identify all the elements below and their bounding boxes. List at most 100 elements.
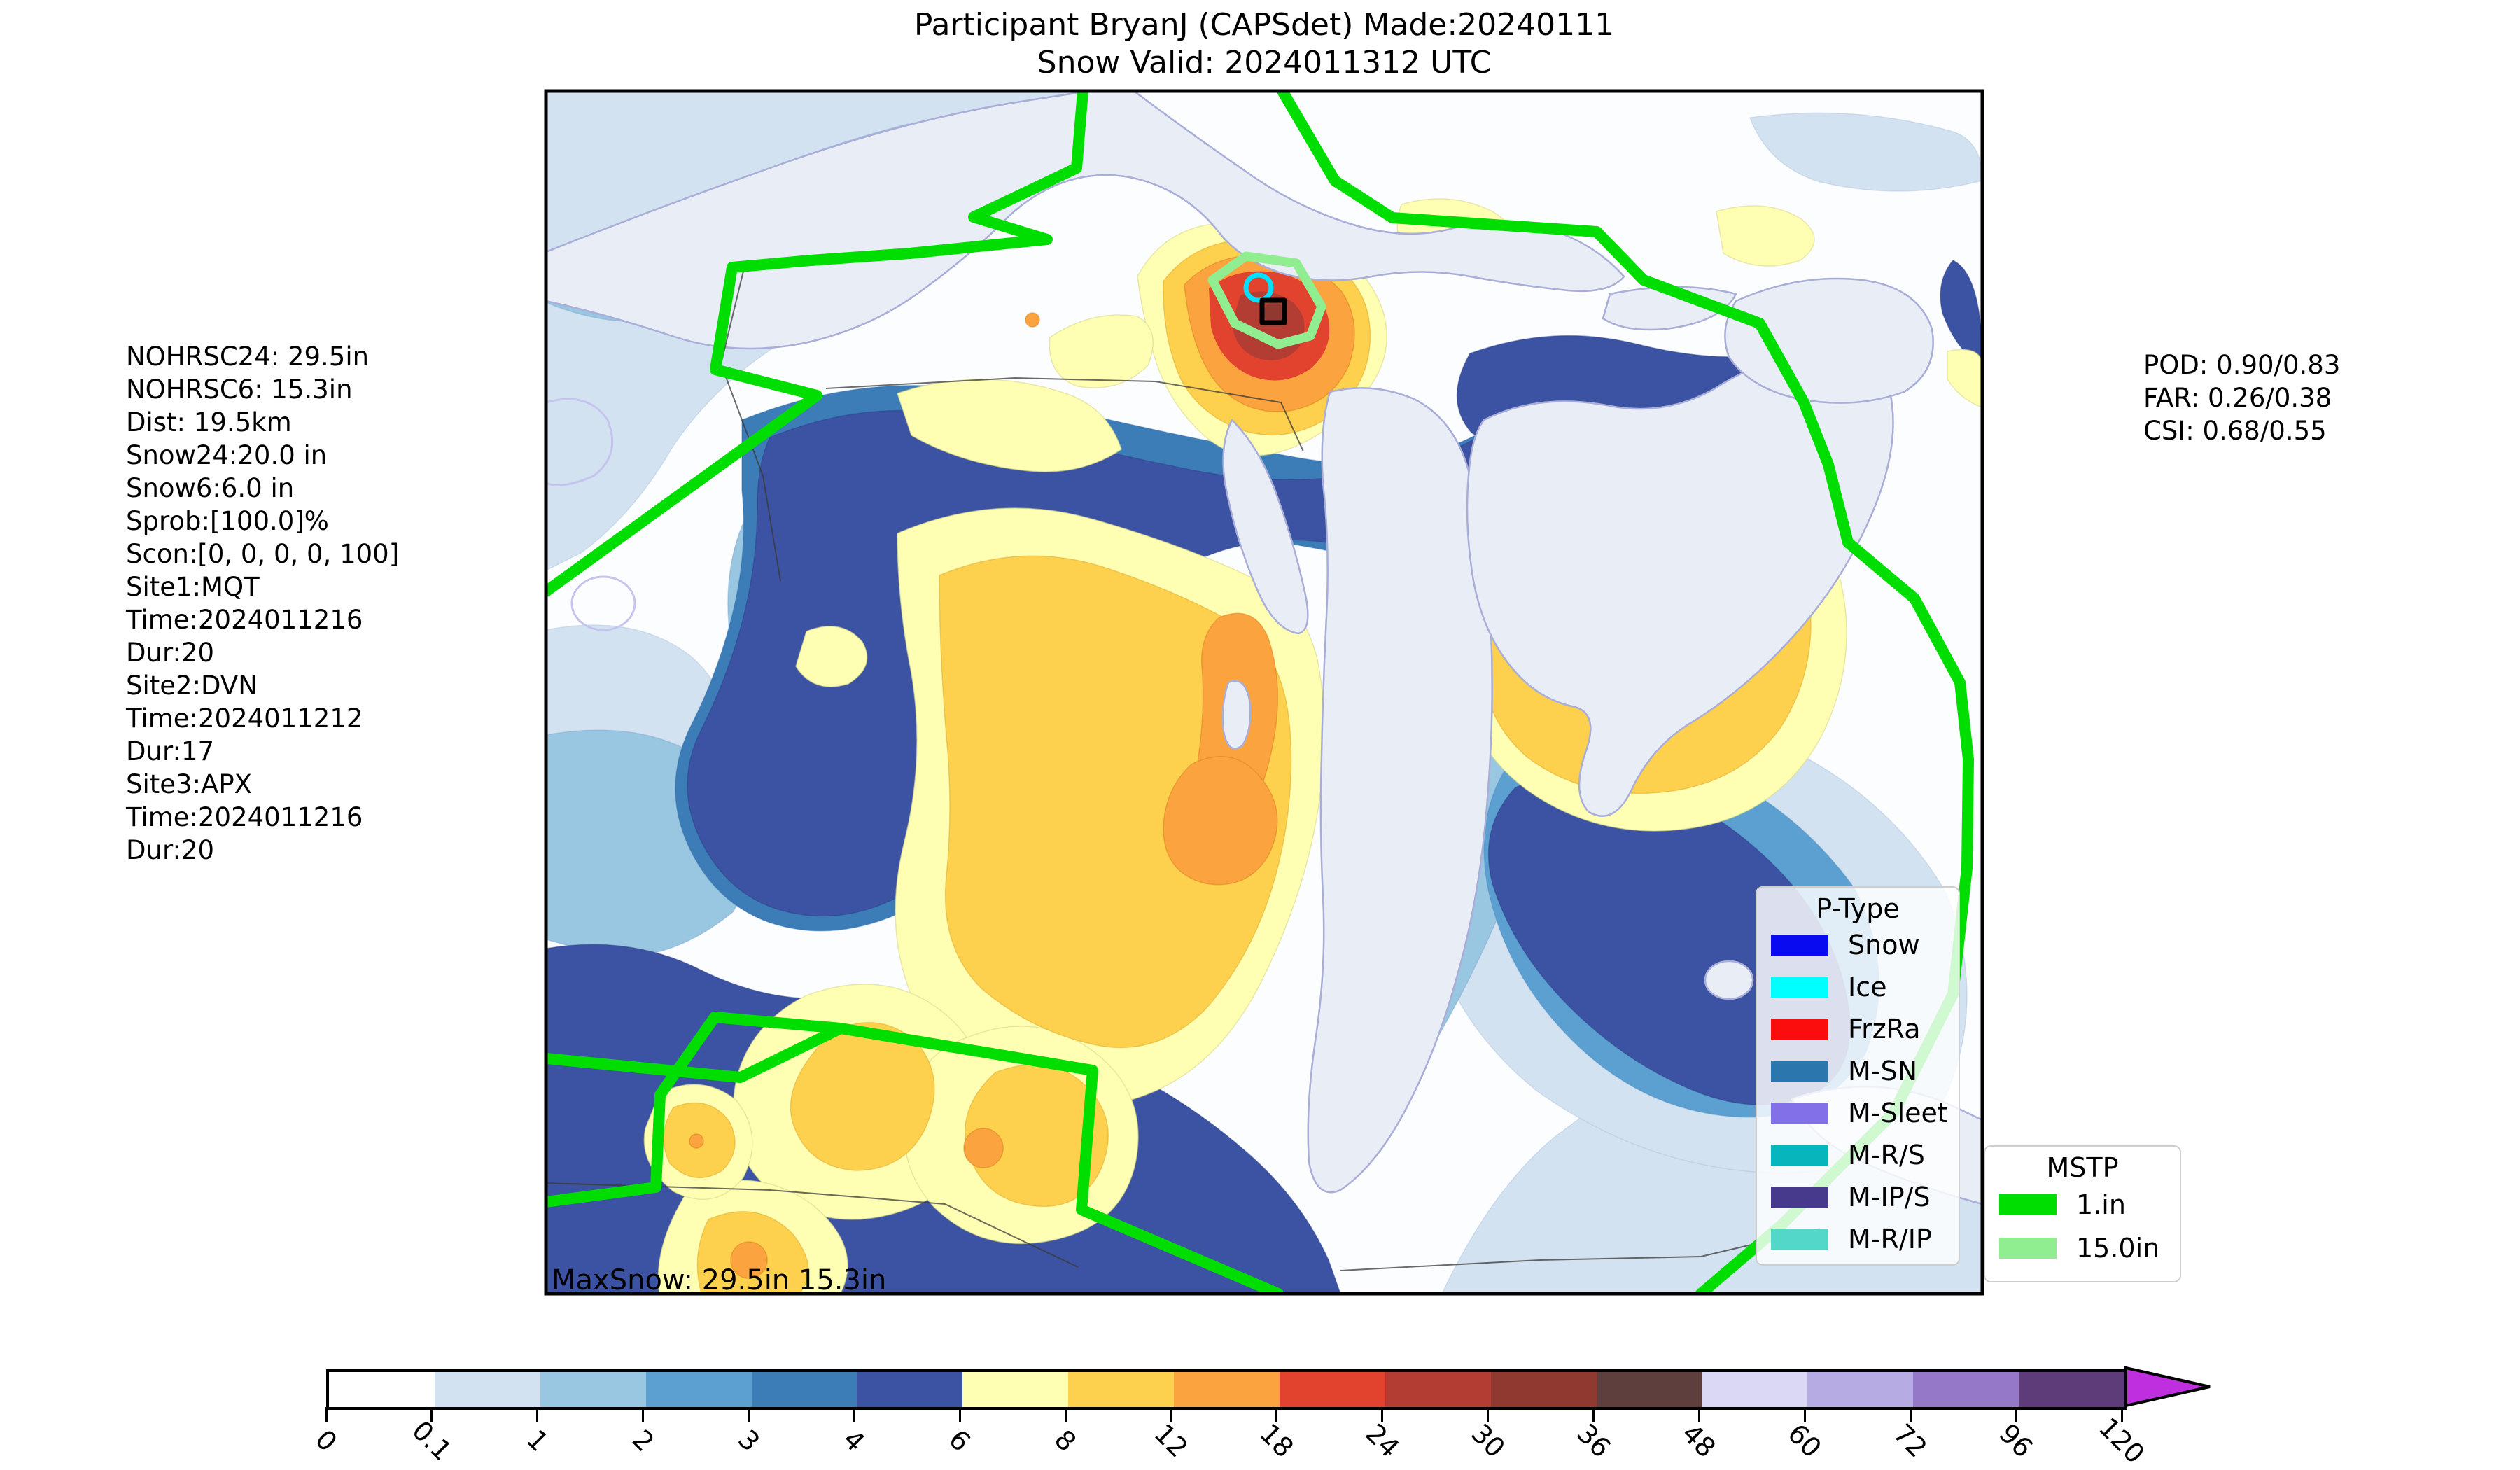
- colorbar-segment: [540, 1372, 646, 1407]
- legend-label: M-R/IP: [1848, 1224, 1932, 1254]
- colorbar-tick-label: 60: [1782, 1418, 1828, 1464]
- colorbar-tick-label: 0.1: [405, 1415, 458, 1466]
- title-line-1: Participant BryanJ (CAPSdet) Made:202401…: [913, 7, 1615, 43]
- colorbar-tick-label: 48: [1676, 1418, 1723, 1464]
- stats-left-line: Snow24:20.0 in: [126, 440, 328, 470]
- colorbar-tick: [1909, 1407, 1912, 1422]
- colorbar-tick: [853, 1407, 855, 1422]
- colorbar-tick-label: 120: [2092, 1411, 2151, 1470]
- stats-left-line: Dur:20: [126, 638, 215, 668]
- contour-fill-30in: [1264, 302, 1284, 323]
- colorbar-tick-label: 0: [309, 1423, 344, 1458]
- mstp-legend-rows: 1.in 15.0in: [1985, 1183, 2180, 1270]
- legend-item: 1.in: [1985, 1183, 2180, 1226]
- ptype-legend-title: P-Type: [1816, 893, 1900, 924]
- colorbar-segment: [962, 1372, 1069, 1407]
- colorbar-tick-label: 8: [1049, 1423, 1083, 1458]
- colorbar-segment: [751, 1372, 858, 1407]
- mstp-legend-title: MSTP: [2046, 1152, 2119, 1183]
- colorbar-tick-label: 24: [1359, 1418, 1406, 1464]
- legend-label: 1.in: [2076, 1189, 2126, 1220]
- legend-label: M-SN: [1848, 1056, 1918, 1086]
- lake-superior: [546, 91, 1625, 350]
- stats-left-line: Site3:APX: [126, 769, 253, 799]
- legend-item: Snow: [1757, 924, 1959, 966]
- colorbar-segment: [1279, 1372, 1385, 1407]
- colorbar-tick-label: 72: [1887, 1418, 1933, 1464]
- colorbar-tick: [958, 1407, 961, 1422]
- colorbar-tick: [748, 1407, 750, 1422]
- colorbar-segment: [1913, 1372, 2019, 1407]
- colorbar-bar: [326, 1369, 2127, 1410]
- legend-label: 15.0in: [2076, 1233, 2160, 1264]
- legend-swatch: [1771, 1102, 1828, 1124]
- stats-left-line: Scon:[0, 0, 0, 0, 100]: [126, 539, 400, 569]
- legend-label: M-IP/S: [1848, 1182, 1931, 1212]
- metrics-right-block: POD: 0.90/0.83 FAR: 0.26/0.38 CSI: 0.68/0.…: [2143, 349, 2340, 447]
- colorbar-tick-label: 36: [1570, 1418, 1617, 1464]
- legend-item: M-R/S: [1757, 1134, 1959, 1176]
- ptype-legend: P-Type Snow Ice FrzRa M-SN M-Sleet M-R/S M-IP/…: [1756, 886, 1960, 1266]
- colorbar-segment: [1807, 1372, 1914, 1407]
- stats-left-line: Time:2024011212: [126, 704, 363, 734]
- legend-swatch: [1771, 1060, 1828, 1082]
- ptype-legend-rows: Snow Ice FrzRa M-SN M-Sleet M-R/S M-IP/S M-R/IP: [1757, 924, 1959, 1260]
- legend-swatch: [1771, 1144, 1828, 1166]
- mstp-legend: MSTP 1.in 15.0in: [1984, 1145, 2181, 1282]
- colorbar-tick: [1803, 1407, 1806, 1422]
- observed-max-circle-marker: [1243, 272, 1274, 303]
- colorbar-segment: [1702, 1372, 1808, 1407]
- water-outline-contours: [546, 398, 636, 631]
- colorbar-tick: [1381, 1407, 1384, 1422]
- legend-item: FrzRa: [1757, 1008, 1959, 1050]
- colorbar-tick-label: 96: [1993, 1418, 2039, 1464]
- colorbar-tick-label: 3: [732, 1423, 766, 1458]
- colorbar-segment: [329, 1372, 435, 1407]
- colorbar-segment: [434, 1372, 540, 1407]
- legend-label: Ice: [1848, 972, 1887, 1002]
- legend-swatch: [1771, 976, 1828, 997]
- legend-item: 15.0in: [1985, 1226, 2180, 1270]
- colorbar-tick-label: 1: [520, 1423, 554, 1458]
- colorbar-tick-label: 2: [626, 1423, 660, 1458]
- colorbar-tick-label: 12: [1148, 1418, 1194, 1464]
- colorbar-tick: [536, 1407, 539, 1422]
- colorbar-tick: [1487, 1407, 1490, 1422]
- legend-item: M-Sleet: [1757, 1092, 1959, 1134]
- georgian-bay: [1724, 277, 1934, 404]
- legend-item: M-IP/S: [1757, 1176, 1959, 1218]
- colorbar-tick-label: 6: [943, 1423, 977, 1458]
- colorbar-segment: [1385, 1372, 1491, 1407]
- stats-left-line: Dur:17: [126, 736, 215, 766]
- legend-label: FrzRa: [1848, 1014, 1921, 1044]
- colorbar-tick: [430, 1407, 433, 1422]
- max-snow-label: MaxSnow: 29.5in 15.3in: [552, 1264, 887, 1296]
- stats-left-line: Dur:20: [126, 835, 215, 865]
- colorbar-tick-label: 18: [1254, 1418, 1300, 1464]
- mstp-contour-15in: [1208, 251, 1326, 349]
- colorbar-segment: [645, 1372, 752, 1407]
- title-line-2: Snow Valid: 2024011312 UTC: [1037, 45, 1492, 80]
- colorbar-segment: [857, 1372, 963, 1407]
- colorbar-tick: [325, 1407, 328, 1422]
- colorbar-tick-label: 4: [837, 1423, 872, 1458]
- colorbar-tick: [1170, 1407, 1172, 1422]
- colorbar-segment: [2019, 1372, 2124, 1407]
- stats-left-line: Site1:MQT: [126, 572, 260, 602]
- colorbar: 0 0.1 1 2 3 4 6 8 12 18 24 30 36 48 60 72 96 120: [0, 1351, 2520, 1470]
- stats-left-line: Time:2024011216: [126, 605, 363, 635]
- stats-left-line: NOHRSC24: 29.5in: [126, 342, 370, 372]
- stats-left-line: NOHRSC6: 15.3in: [126, 374, 353, 405]
- forecast-max-square-marker: [1259, 298, 1287, 326]
- colorbar-tick: [1064, 1407, 1067, 1422]
- legend-item: M-R/IP: [1757, 1218, 1959, 1260]
- stats-left-line: Time:2024011216: [126, 802, 363, 832]
- legend-swatch: [1999, 1238, 2057, 1259]
- metrics-right-line: FAR: 0.26/0.38: [2143, 383, 2332, 413]
- lake-winnebago: [1222, 680, 1252, 750]
- legend-label: M-Sleet: [1848, 1098, 1948, 1128]
- colorbar-segment: [1174, 1372, 1280, 1407]
- stats-left-line: Dist: 19.5km: [126, 407, 292, 438]
